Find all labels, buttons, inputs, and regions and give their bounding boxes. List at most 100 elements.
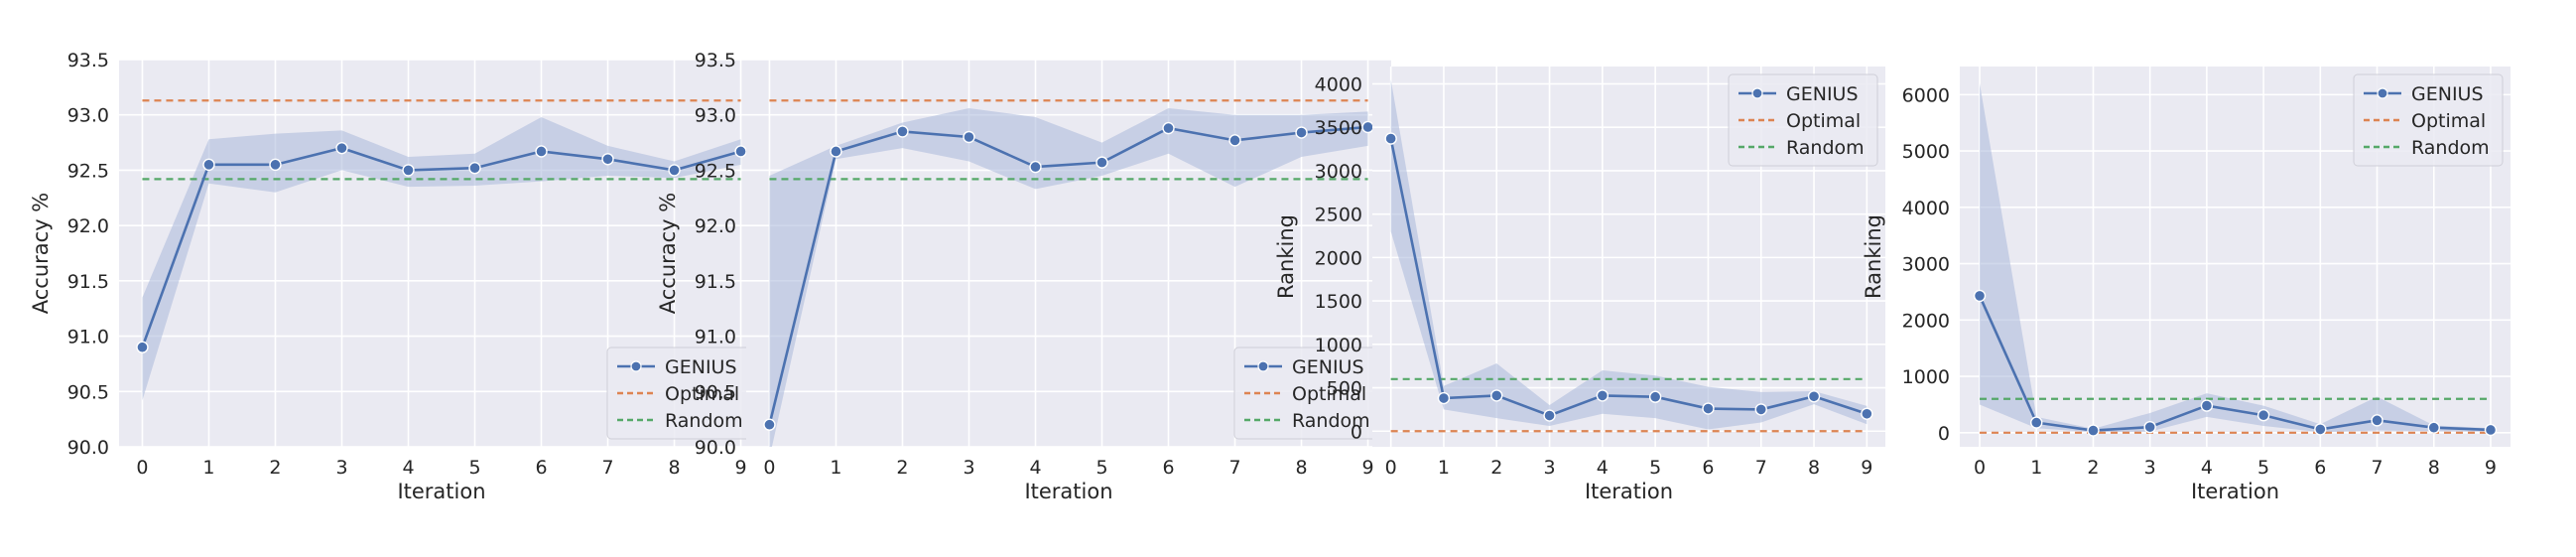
y-tick-label: 91.5	[67, 271, 109, 293]
genius-point	[963, 130, 975, 144]
x-tick-label: 7	[1228, 457, 1240, 479]
x-tick-label: 0	[1385, 457, 1397, 479]
x-tick-label: 9	[1861, 457, 1872, 479]
legend-label-random: Random	[665, 410, 743, 432]
genius-point	[269, 158, 282, 172]
genius-point	[1295, 126, 1308, 139]
x-tick-label: 5	[468, 457, 480, 479]
plot-marks	[768, 99, 1368, 447]
y-tick-label: 6000	[1902, 84, 1950, 106]
x-tick-label: 5	[2257, 457, 2269, 479]
x-tick-label: 4	[2201, 457, 2213, 479]
y-tick-label: 500	[1327, 378, 1362, 400]
genius-point	[668, 164, 681, 177]
x-tick-label: 7	[601, 457, 613, 479]
legend-label-genius: GENIUS	[1786, 83, 1859, 105]
y-tick-label: 4000	[1902, 198, 1950, 219]
x-tick-label: 6	[535, 457, 547, 479]
genius-point	[1437, 391, 1451, 405]
genius-line	[1978, 295, 2492, 432]
plot-marks	[141, 99, 741, 401]
genius-point	[1861, 407, 1873, 420]
y-tick-label: 91.5	[695, 271, 736, 293]
genius-point	[601, 153, 614, 166]
x-tick-label: 8	[1295, 457, 1307, 479]
x-tick-label: 7	[2371, 457, 2383, 479]
x-tick-label: 4	[402, 457, 414, 479]
genius-point	[763, 418, 776, 431]
y-tick-label: 3000	[1315, 161, 1362, 183]
legend-marker	[630, 360, 642, 372]
y-tick-label: 93.5	[67, 50, 109, 71]
y-tick-label: 0	[1938, 423, 1950, 445]
x-tick-label: 4	[1029, 457, 1041, 479]
x-axis-label: Iteration	[2191, 480, 2279, 503]
legend-marker	[1751, 87, 1763, 99]
x-tick-label: 9	[734, 457, 746, 479]
legend-box	[1728, 73, 1878, 167]
y-tick-label: 90.0	[67, 437, 109, 459]
genius-point	[1973, 289, 1987, 303]
genius-point	[1162, 121, 1175, 135]
genius-point	[202, 158, 215, 172]
legend-marker	[1257, 360, 1269, 372]
x-tick-label: 8	[2428, 457, 2440, 479]
genius-line	[1389, 138, 1868, 417]
x-axis-label: Iteration	[1585, 480, 1673, 503]
y-axis-label: Accuracy %	[656, 193, 680, 315]
legend-label-optimal: Optimal	[2411, 110, 2486, 132]
y-tick-label: 92.5	[67, 160, 109, 182]
chart-panel-1: 0 1 2 3 4 5 6 7 8 990.090.591.091.592.092.593.093…	[29, 50, 764, 503]
x-tick-label: 1	[202, 457, 214, 479]
genius-point	[468, 161, 481, 175]
genius-point	[535, 145, 548, 158]
genius-point	[1361, 120, 1374, 134]
y-tick-label: 93.5	[695, 50, 736, 71]
x-tick-label: 6	[1162, 457, 1174, 479]
x-tick-label: 1	[1438, 457, 1450, 479]
x-tick-label: 4	[1597, 457, 1609, 479]
genius-point	[1754, 403, 1767, 416]
y-axis-label: Ranking	[1274, 214, 1298, 299]
genius-point	[2087, 424, 2100, 437]
genius-point	[1648, 390, 1662, 403]
x-tick-label: 3	[963, 457, 974, 479]
genius-point	[1029, 160, 1042, 174]
x-tick-label: 2	[1490, 457, 1502, 479]
x-tick-label: 9	[2485, 457, 2497, 479]
y-tick-label: 4000	[1315, 73, 1362, 95]
legend-box	[2353, 73, 2504, 167]
y-tick-label: 3500	[1315, 117, 1362, 139]
genius-point	[1702, 402, 1715, 415]
genius-point	[1807, 390, 1821, 403]
x-tick-label: 7	[1755, 457, 1767, 479]
legend-label-random: Random	[1292, 410, 1370, 432]
x-tick-label: 8	[668, 457, 680, 479]
genius-point	[2314, 423, 2327, 436]
genius-point	[1543, 409, 1556, 422]
y-tick-label: 1000	[1902, 366, 1950, 388]
y-tick-label: 90.5	[67, 381, 109, 403]
x-tick-label: 2	[269, 457, 281, 479]
y-axis-label: Accuracy %	[29, 193, 53, 315]
genius-point	[1384, 132, 1397, 145]
genius-point	[830, 145, 842, 158]
x-tick-label: 5	[1649, 457, 1661, 479]
genius-confidence-band	[769, 108, 1368, 447]
legend-label-genius: GENIUS	[665, 356, 737, 378]
x-axis-label: Iteration	[1024, 480, 1112, 503]
x-tick-label: 9	[1361, 457, 1373, 479]
legend: GENIUS Optimal Random	[606, 347, 757, 440]
genius-confidence-band	[142, 116, 741, 401]
legend-label-optimal: Optimal	[1292, 383, 1366, 405]
legend-label-random: Random	[1786, 137, 1865, 159]
chart-panel-2: 0 1 2 3 4 5 6 7 8 990.090.591.091.592.092.593.093…	[656, 50, 1391, 503]
genius-point	[896, 125, 909, 138]
y-tick-label: 93.0	[67, 105, 109, 127]
x-tick-label: 6	[1702, 457, 1714, 479]
y-tick-label: 93.0	[695, 105, 736, 127]
genius-line	[768, 125, 1368, 426]
x-tick-label: 0	[1974, 457, 1986, 479]
x-tick-label: 2	[896, 457, 908, 479]
